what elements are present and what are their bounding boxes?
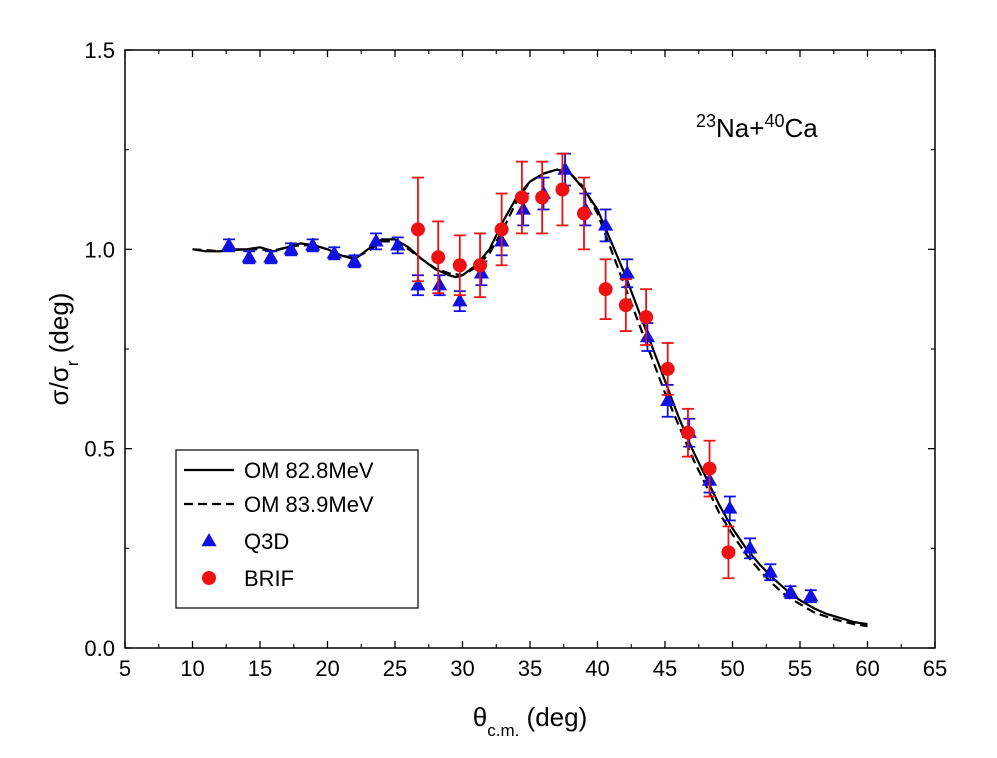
brif-point <box>639 310 654 325</box>
brif-point <box>535 190 550 205</box>
x-tick-label: 15 <box>248 656 272 681</box>
legend-swatch-circle <box>202 571 216 585</box>
q3d-point <box>742 540 758 554</box>
q3d-point <box>431 277 448 291</box>
q3d-point <box>598 217 614 231</box>
series-line-dashed <box>192 168 868 628</box>
q3d-point <box>221 237 237 251</box>
legend-label: BRIF <box>244 566 294 591</box>
brif-point <box>514 190 529 205</box>
legend-label: OM 82.8MeV <box>244 458 374 483</box>
q3d-point <box>619 265 635 279</box>
q3d-point <box>557 161 573 175</box>
brif-point <box>431 250 446 265</box>
q3d-point <box>368 233 384 247</box>
legend-box <box>175 449 419 609</box>
q3d-point <box>452 293 468 307</box>
x-tick-label: 50 <box>720 656 744 681</box>
x-tick-label: 10 <box>180 656 204 681</box>
x-tick-label: 5 <box>119 656 131 681</box>
data-points <box>221 152 819 604</box>
q3d-point <box>722 500 738 514</box>
q3d-point <box>241 249 257 263</box>
x-tick-label: 65 <box>923 656 947 681</box>
legend-label: Q3D <box>244 529 289 554</box>
brif-point <box>702 461 717 476</box>
reaction-annotation: 23Na+40Ca <box>696 111 818 143</box>
legend-label: OM 83.9MeV <box>244 492 374 517</box>
q3d-point <box>660 392 676 407</box>
y-tick-label: 1.5 <box>84 38 115 63</box>
y-tick-label: 0.0 <box>84 636 115 661</box>
q3d-point <box>803 588 819 602</box>
brif-point <box>680 425 695 440</box>
q3d-point <box>390 237 406 251</box>
x-tick-label: 45 <box>653 656 677 681</box>
x-tick-label: 60 <box>855 656 879 681</box>
brif-point <box>452 258 467 273</box>
x-tick-label: 55 <box>788 656 812 681</box>
q3d-point <box>782 584 799 598</box>
brif-point <box>721 545 736 560</box>
q3d-point <box>515 201 531 215</box>
y-tick-label: 0.5 <box>84 437 115 462</box>
q3d-point <box>639 329 656 343</box>
x-tick-label: 40 <box>585 656 609 681</box>
q3d-point <box>263 249 279 263</box>
q3d-point <box>305 237 321 251</box>
q3d-point <box>326 245 342 259</box>
y-axis-label: σ/σr (deg) <box>44 293 82 406</box>
brif-point <box>598 282 613 297</box>
brif-point <box>577 206 591 221</box>
y-tick-label: 1.0 <box>84 237 115 262</box>
brif-point <box>494 222 509 237</box>
x-axis-label: θc.m. (deg) <box>473 702 588 740</box>
x-tick-label: 20 <box>315 656 339 681</box>
brif-point <box>410 222 425 237</box>
model-curves <box>192 168 868 628</box>
x-tick-label: 30 <box>450 656 474 681</box>
q3d-point <box>346 253 363 267</box>
legend-swatch-triangle <box>201 533 217 547</box>
legend: OM 82.8MeV OM 83.9MeV Q3D BRIF <box>175 449 419 609</box>
brif-point <box>555 182 570 197</box>
q3d-point <box>283 241 299 255</box>
brif-point <box>618 298 633 313</box>
axis-ticks: 5 10 15 20 25 30 35 40 45 50 55 60 65 0.0 0.5 1.0 1.5 <box>84 38 947 681</box>
brif-point <box>473 258 488 273</box>
x-tick-label: 25 <box>383 656 407 681</box>
q3d-point <box>762 564 778 578</box>
x-tick-label: 35 <box>518 656 542 681</box>
brif-point <box>660 361 675 376</box>
q3d-point <box>410 277 426 291</box>
